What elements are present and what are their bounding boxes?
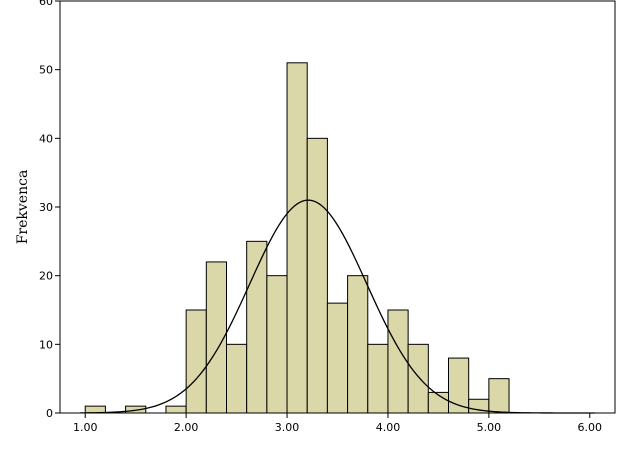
y-tick-label: 40 (39, 132, 53, 145)
y-axis: 0 10 20 30 40 50 60 (39, 0, 60, 420)
histogram-bar (185, 309, 207, 414)
histogram-bar (125, 405, 147, 414)
histogram-bar (367, 343, 389, 414)
normal-curve (80, 199, 595, 414)
histogram-bar (387, 309, 409, 414)
histogram-bar (226, 343, 248, 414)
histogram-bar (326, 302, 349, 414)
y-tick-label: 20 (39, 270, 53, 283)
x-axis: 1.00 2.00 3.00 4.00 5.00 6.00 (73, 413, 602, 434)
histogram-bar (205, 261, 227, 414)
histogram-bar (448, 357, 470, 414)
y-axis-label: Frekvenca (15, 170, 31, 245)
y-tick-label: 0 (46, 407, 53, 420)
x-tick-label: 3.00 (275, 421, 300, 434)
histogram-bar (407, 343, 429, 414)
histogram-bar (266, 275, 288, 414)
histogram-bar (347, 275, 369, 414)
x-tick-label: 6.00 (578, 421, 603, 434)
x-tick-label: 1.00 (73, 421, 98, 434)
y-tick-label: 50 (39, 64, 53, 77)
histogram-bar (165, 405, 187, 414)
y-tick-label: 60 (39, 0, 53, 8)
x-tick-label: 5.00 (477, 421, 502, 434)
y-tick-label: 30 (39, 201, 53, 214)
bars-group (84, 62, 510, 414)
histogram-bar (306, 137, 328, 414)
histogram-bar (286, 62, 308, 414)
x-tick-label: 2.00 (174, 421, 199, 434)
y-tick-label: 10 (39, 338, 53, 351)
histogram-bar (488, 378, 510, 414)
x-tick-label: 4.00 (376, 421, 401, 434)
